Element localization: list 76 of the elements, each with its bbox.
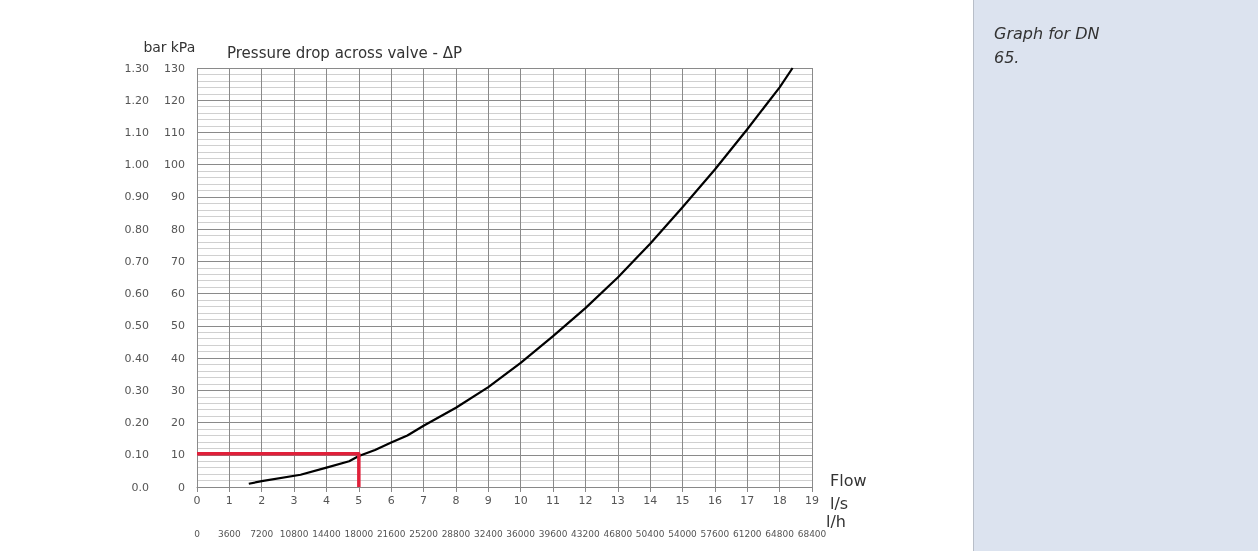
x-tick-label: 0 bbox=[193, 494, 201, 507]
x-tick-label: 1 bbox=[225, 494, 233, 507]
y-tick-label: 110 bbox=[164, 125, 185, 139]
x2-tick-label: 14400 bbox=[312, 528, 342, 539]
x2-tick-label: 0 bbox=[194, 528, 201, 539]
y-tick-label: 130 bbox=[164, 61, 185, 75]
x-tick-label: 8 bbox=[452, 494, 460, 507]
y-tick-label: 40 bbox=[171, 351, 185, 365]
x2-tick-label: 46800 bbox=[603, 528, 633, 539]
x2-tick-label: 21600 bbox=[376, 528, 406, 539]
x2-tick-label: 50400 bbox=[635, 528, 665, 539]
y2-axis-title: bar bbox=[143, 39, 167, 55]
x2-tick-label: 57600 bbox=[700, 528, 730, 539]
x-axis-title: l/s bbox=[830, 493, 849, 513]
x-tick-label: 15 bbox=[675, 494, 690, 507]
x-tick-label: 3 bbox=[290, 494, 298, 507]
x2-tick-label: 25200 bbox=[409, 528, 439, 539]
x2-tick-label: 32400 bbox=[474, 528, 503, 539]
x-tick-label: 17 bbox=[740, 494, 755, 507]
y-tick-label: 50 bbox=[171, 319, 185, 333]
x2-tick-label: 36000 bbox=[506, 528, 536, 539]
y-tick-label: 30 bbox=[171, 383, 185, 397]
y-tick-label: 10 bbox=[171, 448, 185, 462]
y2-tick-label: 1.00 bbox=[124, 158, 149, 172]
y2-tick-label: 0.10 bbox=[124, 448, 149, 462]
y2-tick-label: 0.20 bbox=[124, 416, 149, 430]
y2-tick-label: 0.0 bbox=[131, 480, 149, 494]
y-tick-label: 90 bbox=[171, 190, 185, 204]
y2-tick-label: 1.30 bbox=[124, 61, 149, 75]
x-tick-label: 18 bbox=[772, 494, 787, 507]
x2-tick-label: 54000 bbox=[668, 528, 698, 539]
x-tick-label: 7 bbox=[420, 494, 428, 507]
x2-tick-label: 18000 bbox=[344, 528, 374, 539]
x-tick-label: 19 bbox=[805, 494, 819, 507]
y2-tick-label: 1.20 bbox=[124, 93, 149, 107]
x-tick-label: 13 bbox=[610, 494, 625, 507]
x2-tick-label: 28800 bbox=[441, 528, 471, 539]
y2-tick-label: 0.80 bbox=[124, 222, 149, 236]
x2-tick-label: 39600 bbox=[538, 528, 568, 539]
y2-tick-label: 0.90 bbox=[124, 190, 149, 204]
chart-title: Pressure drop across valve - ΔP bbox=[227, 43, 463, 62]
y2-tick-label: 0.40 bbox=[124, 351, 149, 365]
y-tick-label: 0 bbox=[178, 480, 185, 494]
text: Flow bbox=[830, 470, 867, 490]
x2-axis-title: l/h bbox=[826, 511, 846, 531]
y2-tick-label: 0.30 bbox=[124, 383, 149, 397]
y2-tick-label: 1.10 bbox=[124, 125, 149, 139]
x2-tick-label: 61200 bbox=[732, 528, 762, 539]
x2-tick-label: 43200 bbox=[571, 528, 601, 539]
x2-tick-label: 68400 bbox=[797, 528, 827, 539]
x-tick-label: 14 bbox=[643, 494, 658, 507]
line-series bbox=[247, 66, 794, 485]
text: Graph for DN 65. bbox=[994, 23, 1101, 69]
x2-tick-label: 64800 bbox=[765, 528, 795, 539]
y-tick-label: 70 bbox=[171, 254, 185, 268]
x-tick-label: 6 bbox=[387, 494, 395, 507]
y-tick-label: 120 bbox=[164, 93, 185, 107]
x-tick-label: 12 bbox=[578, 494, 593, 507]
y-tick-label: 20 bbox=[171, 416, 185, 430]
x2-tick-label: 3600 bbox=[217, 528, 242, 539]
x2-tick-label: 10800 bbox=[279, 528, 309, 539]
x-tick-label: 10 bbox=[513, 494, 528, 507]
y-tick-label: 100 bbox=[164, 158, 185, 172]
x-tick-label: 9 bbox=[484, 494, 492, 507]
y2-tick-label: 0.70 bbox=[124, 254, 149, 268]
x-tick-label: 4 bbox=[322, 494, 330, 507]
x-tick-label: 5 bbox=[355, 494, 363, 507]
y-axis-title: kPa bbox=[170, 39, 196, 55]
x-tick-label: 16 bbox=[707, 494, 722, 507]
y2-tick-label: 0.50 bbox=[124, 319, 149, 333]
x-tick-label: 11 bbox=[546, 494, 561, 507]
y-tick-label: 80 bbox=[171, 222, 185, 236]
x2-tick-label: 7200 bbox=[250, 528, 274, 539]
x-tick-label: 2 bbox=[258, 494, 266, 507]
y2-tick-label: 0.60 bbox=[124, 287, 149, 301]
y-tick-label: 60 bbox=[171, 287, 185, 301]
